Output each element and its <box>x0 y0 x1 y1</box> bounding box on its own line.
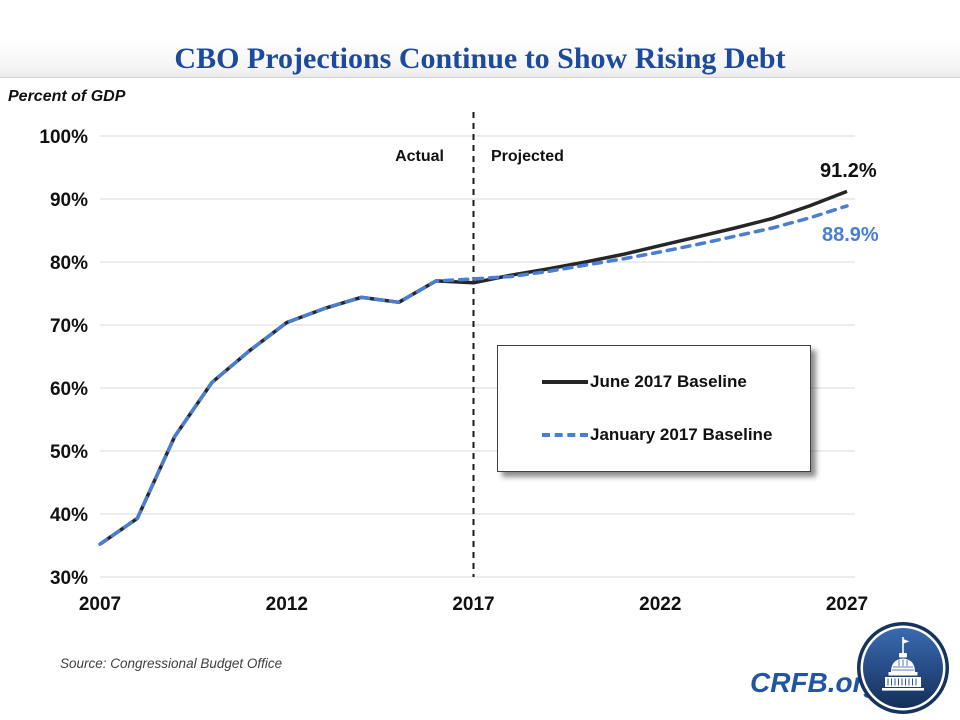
actual-annotation: Actual <box>395 148 444 165</box>
title-bar: CBO Projections Continue to Show Rising … <box>0 0 960 78</box>
crfb-logo <box>857 622 949 714</box>
dashed-line-swatch-icon <box>542 432 588 437</box>
y-tick-label: 30% <box>50 568 88 589</box>
capitol-icon <box>882 637 924 691</box>
x-tick-label: 2007 <box>79 594 121 615</box>
solid-line-swatch-icon <box>542 380 588 385</box>
legend-item-june: June 2017 Baseline <box>542 372 810 392</box>
page-title: CBO Projections Continue to Show Rising … <box>174 42 786 75</box>
x-tick-label: 2027 <box>826 594 868 615</box>
x-tick-label: 2012 <box>266 594 308 615</box>
y-tick-label: 80% <box>50 253 88 274</box>
source-note: Source: Congressional Budget Office <box>60 656 283 671</box>
x-axis-labels: 2007 2012 2017 2022 2027 <box>79 594 868 615</box>
june-end-value-label: 91.2% <box>820 160 877 182</box>
projected-annotation: Projected <box>491 148 564 165</box>
y-tick-label: 100% <box>39 127 88 148</box>
y-tick-label: 90% <box>50 190 88 211</box>
y-tick-label: 40% <box>50 505 88 526</box>
y-tick-label: 70% <box>50 316 88 337</box>
january-end-value-label: 88.9% <box>822 224 879 246</box>
gridlines <box>100 135 855 578</box>
y-axis-unit-label: Percent of GDP <box>8 88 126 105</box>
y-axis-labels: 30% 40% 50% 60% 70% 80% 90% 100% <box>39 127 88 589</box>
x-tick-label: 2017 <box>452 594 494 615</box>
y-tick-label: 60% <box>50 379 88 400</box>
legend-label-june: June 2017 Baseline <box>590 372 747 392</box>
y-tick-label: 50% <box>50 442 88 463</box>
chart-legend: June 2017 Baseline January 2017 Baseline <box>497 345 811 472</box>
legend-item-january: January 2017 Baseline <box>542 425 810 445</box>
legend-label-january: January 2017 Baseline <box>590 424 773 444</box>
series-line-january-2017 <box>98 204 849 546</box>
x-tick-label: 2022 <box>639 594 681 615</box>
